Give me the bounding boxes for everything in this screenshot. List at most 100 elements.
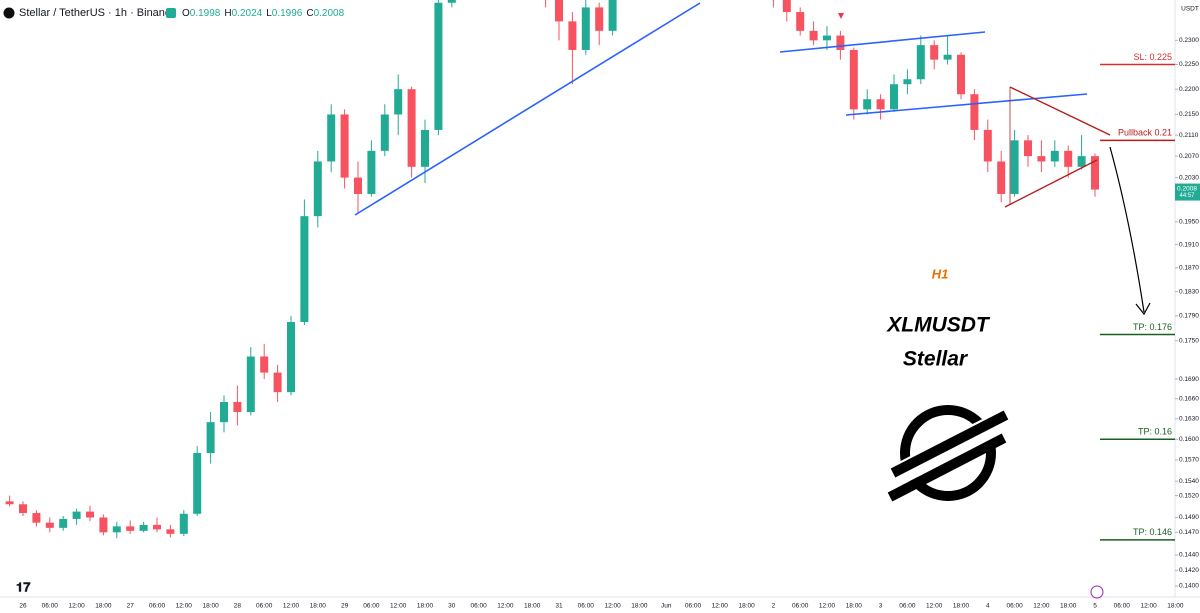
candle-body (555, 0, 563, 22)
candle-body (997, 161, 1006, 194)
x-tick-label: 12:00 (1033, 603, 1050, 610)
y-tick-label: 0.1540 (1179, 478, 1199, 485)
candle-body (581, 7, 590, 50)
level-label: TP: 0.176 (1133, 322, 1172, 332)
ohlc-value: 0.1996 (272, 8, 303, 19)
x-tick-label: 06:00 (685, 603, 702, 610)
x-tick-label: 18:00 (1060, 603, 1077, 610)
x-tick-label: 18:00 (738, 603, 755, 610)
candle-body (782, 0, 791, 13)
candle-body (863, 99, 872, 110)
y-tick-label: 0.1630 (1179, 415, 1199, 422)
ohlc-value: 0.1998 (190, 8, 221, 19)
candle-body (327, 114, 336, 162)
level-label: TP: 0.16 (1138, 427, 1172, 437)
arrow-head (1135, 302, 1151, 316)
candle-body (836, 35, 845, 50)
y-tick-label: 0.1660 (1179, 395, 1199, 402)
candle-body (45, 522, 54, 528)
y-axis-label: USDT (1181, 6, 1199, 13)
candle-body (823, 35, 831, 41)
symbol-icon (3, 7, 15, 19)
candle-body (1077, 156, 1086, 167)
level-label: SL: 0.225 (1133, 52, 1172, 62)
countdown: 44:57 (1179, 193, 1195, 199)
x-tick-label: 06:00 (42, 603, 59, 610)
candle-body (246, 356, 255, 413)
x-tick-label: 06:00 (149, 603, 166, 610)
y-tick-label: 0.1490 (1179, 514, 1199, 521)
tv-logo: 𝟏𝟕 (16, 579, 31, 594)
candle-body (1037, 156, 1046, 162)
last-price-label: 0.2008 (1177, 185, 1197, 192)
candle-body (1050, 150, 1059, 162)
candle-body (273, 372, 282, 393)
x-tick-label: 18:00 (310, 603, 327, 610)
y-tick-label: 0.1600 (1179, 436, 1199, 443)
candle-body (193, 453, 202, 514)
candle-body (340, 114, 349, 178)
y-tick-label: 0.1790 (1179, 313, 1199, 320)
candle-body (380, 114, 389, 151)
asset-name: Stellar (903, 348, 969, 371)
candle-body (983, 129, 992, 162)
x-tick-label: 06:00 (578, 603, 595, 610)
trend-line (845, 93, 1088, 116)
candle-body (72, 511, 81, 519)
x-tick-label: 18:00 (202, 603, 219, 610)
candle-body (86, 511, 94, 518)
candle-body (394, 89, 403, 115)
trend-line (354, 2, 701, 216)
level-label: Pullback 0.21 (1118, 128, 1172, 138)
y-tick-label: 0.2070 (1179, 153, 1199, 160)
ohlc-key: O (182, 8, 190, 19)
candle-body (1010, 140, 1019, 194)
candle-body (916, 45, 925, 80)
x-tick-label: 18:00 (846, 603, 863, 610)
x-tick-label: 18:00 (631, 603, 648, 610)
x-tick-label: 18:00 (417, 603, 434, 610)
y-tick-label: 0.1520 (1179, 492, 1199, 499)
candle-body (220, 402, 228, 423)
y-tick-label: 0.1400 (1179, 583, 1199, 590)
candle-body (367, 150, 376, 194)
x-tick-label: 18:00 (953, 603, 970, 610)
x-tick-label: 18:00 (95, 603, 112, 610)
candle-body (300, 216, 309, 323)
candle-body (206, 422, 215, 454)
candle-body (139, 524, 148, 531)
candle-body (568, 21, 577, 50)
candle-body (595, 7, 604, 31)
candle-body (930, 45, 939, 60)
x-tick-label: 12:00 (819, 603, 836, 610)
candle-body (313, 161, 322, 217)
x-tick-label: 5 (1093, 603, 1097, 610)
y-tick-label: 0.2250 (1179, 61, 1199, 68)
stellar-logo (874, 404, 1022, 502)
ohlc-key: C (306, 8, 313, 19)
triangle-line (1004, 159, 1098, 208)
ticker: XLMUSDT (886, 314, 991, 337)
x-tick-label: 06:00 (792, 603, 809, 610)
x-tick-label: 28 (234, 603, 242, 610)
candle-body (890, 84, 898, 110)
y-tick-label: 0.1470 (1179, 529, 1199, 536)
drawings (354, 2, 1151, 316)
y-tick-label: 0.2300 (1179, 37, 1199, 44)
x-tick-label: Jun (661, 603, 672, 610)
triangle-line (1009, 86, 1111, 136)
candle-body (99, 517, 108, 533)
x-tick-label: 18:00 (1167, 603, 1184, 610)
x-tick-label: 06:00 (1114, 603, 1131, 610)
x-tick-label: 12:00 (712, 603, 729, 610)
arrow (1109, 146, 1145, 313)
candle-body (903, 79, 912, 85)
candle-body (166, 529, 175, 534)
y-tick-label: 0.1950 (1179, 218, 1199, 225)
x-tick-label: 06:00 (470, 603, 487, 610)
marker (838, 13, 844, 19)
candle-body (1064, 150, 1073, 167)
x-tick-label: 27 (127, 603, 135, 610)
y-tick-label: 0.1570 (1179, 457, 1199, 464)
